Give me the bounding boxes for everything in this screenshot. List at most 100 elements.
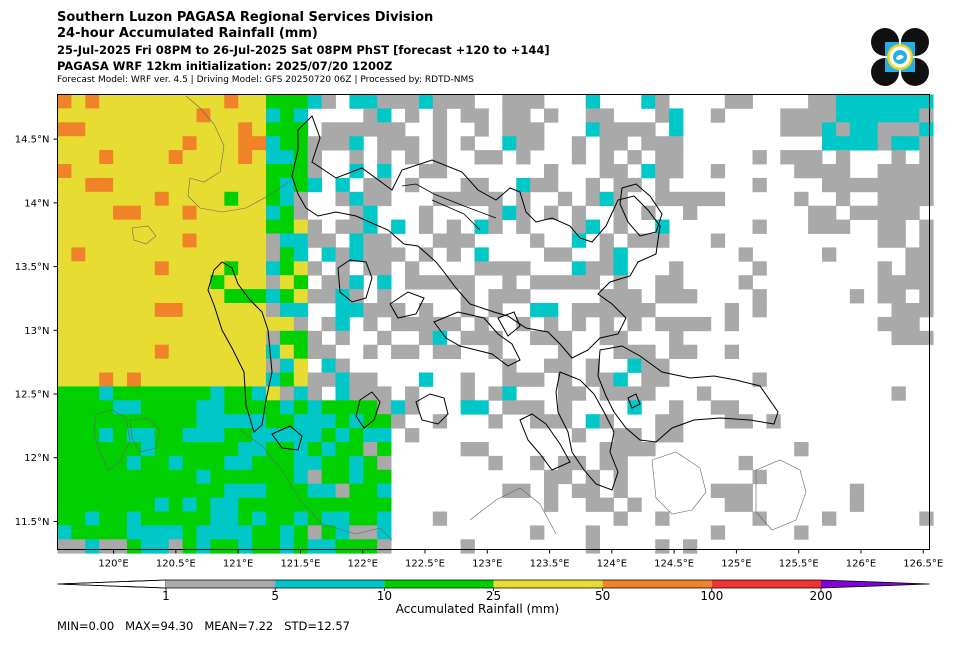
- rainfall-cell: [182, 261, 197, 276]
- rainfall-cell: [794, 164, 809, 179]
- rainfall-cell: [113, 455, 128, 471]
- rainfall-cell: [363, 525, 378, 540]
- rainfall-cell: [113, 525, 128, 540]
- rainfall-cell: [530, 303, 545, 318]
- rainfall-cell: [418, 275, 434, 290]
- rainfall-cell: [738, 275, 753, 290]
- rainfall-cell: [252, 469, 267, 485]
- rainfall-cell: [571, 316, 587, 332]
- rainfall-cell: [460, 136, 475, 151]
- rainfall-cell: [641, 136, 656, 151]
- rainfall-cell: [502, 108, 517, 123]
- rainfall-cell: [794, 122, 809, 137]
- rainfall-cell: [474, 191, 489, 207]
- rainfall-cell: [293, 233, 309, 248]
- rainfall-cell: [919, 303, 934, 318]
- rainfall-cell: [349, 164, 364, 179]
- rainfall-cell: [196, 469, 211, 485]
- rainfall-cell: [488, 219, 503, 234]
- rainfall-cell: [252, 344, 267, 359]
- rainfall-cell: [252, 372, 267, 387]
- rainfall-cell: [196, 483, 211, 498]
- rainfall-cell: [335, 414, 350, 429]
- rainfall-cell: [99, 442, 114, 457]
- rainfall-cell: [238, 414, 253, 429]
- rainfall-cell: [113, 205, 128, 220]
- rainfall-cell: [238, 289, 253, 304]
- rainfall-cell: [154, 150, 170, 165]
- rainfall-cell: [377, 330, 392, 346]
- rainfall-cell: [349, 219, 364, 234]
- rainfall-cell: [822, 247, 837, 262]
- rainfall-cell: [446, 191, 461, 207]
- colorbar-tick-label: 5: [271, 589, 279, 603]
- rainfall-cell: [224, 469, 239, 485]
- rainfall-cell: [849, 177, 865, 193]
- rainfall-cell: [432, 511, 448, 526]
- rainfall-cell: [140, 233, 156, 248]
- visayas-coast: [469, 487, 557, 535]
- colorbar-tick-label: 200: [810, 589, 833, 603]
- rainfall-cell: [683, 205, 698, 220]
- rainfall-cell: [307, 219, 322, 234]
- rainfall-cell: [349, 191, 364, 207]
- rainfall-cell: [85, 330, 100, 346]
- rainfall-cell: [405, 136, 420, 151]
- rainfall-cell: [919, 219, 934, 234]
- rainfall-cell: [154, 177, 170, 193]
- colorbar-over-triangle: [821, 580, 930, 588]
- rainfall-cell: [863, 136, 878, 151]
- rainfall-cell: [488, 414, 503, 429]
- rainfall-cell: [627, 233, 642, 248]
- rainfall-cell: [571, 150, 587, 165]
- rainfall-cell: [182, 191, 197, 207]
- rainfall-cell: [752, 511, 767, 526]
- rainfall-cell: [891, 316, 906, 332]
- rainfall-cell: [599, 372, 614, 387]
- rainfall-cell: [85, 414, 100, 429]
- rainfall-cell: [154, 483, 170, 498]
- rainfall-cell: [127, 261, 142, 276]
- rainfall-cell: [196, 177, 211, 193]
- rainfall-cell: [71, 511, 86, 526]
- rainfall-cell: [418, 303, 434, 318]
- rainfall-cell: [418, 205, 434, 220]
- rainfall-cell: [182, 289, 197, 304]
- rainfall-cell: [377, 386, 392, 401]
- rainfall-cell: [113, 386, 128, 401]
- rainfall-cell: [585, 122, 600, 137]
- rainfall-cell: [113, 483, 128, 498]
- rainfall-cell: [210, 164, 225, 179]
- rainfall-cell: [252, 275, 267, 290]
- rainfall-cell: [613, 122, 628, 137]
- rainfall-cell: [71, 442, 86, 457]
- rainfall-cell: [168, 233, 183, 248]
- lat-tick-label: 12.5°N: [15, 390, 50, 401]
- rainfall-cell: [544, 316, 559, 332]
- rainfall-cell: [752, 261, 767, 276]
- rainfall-cell: [474, 108, 489, 123]
- rainfall-cell: [919, 261, 934, 276]
- rainfall-cell: [57, 525, 72, 540]
- rainfall-cell: [530, 455, 545, 471]
- rainfall-cell: [252, 94, 267, 109]
- rainfall-cell: [279, 525, 295, 540]
- panay-coast: [271, 425, 303, 451]
- rainfall-cell: [71, 233, 86, 248]
- rainfall-cell: [599, 497, 614, 512]
- rainfall-cell: [182, 400, 197, 415]
- rainfall-cell: [252, 330, 267, 346]
- rainfall-cell: [863, 205, 878, 220]
- rainfall-cell: [99, 191, 114, 207]
- rainfall-cell: [85, 483, 100, 498]
- rainfall-cell: [279, 483, 295, 498]
- rainfall-cell: [822, 219, 837, 234]
- rainfall-cell: [349, 428, 364, 443]
- rainfall-cell: [335, 219, 350, 234]
- rainfall-cell: [877, 275, 892, 290]
- rainfall-cell: [113, 191, 128, 207]
- rainfall-cell: [168, 275, 183, 290]
- rainfall-cell: [210, 303, 225, 318]
- rainfall-cell: [391, 247, 406, 262]
